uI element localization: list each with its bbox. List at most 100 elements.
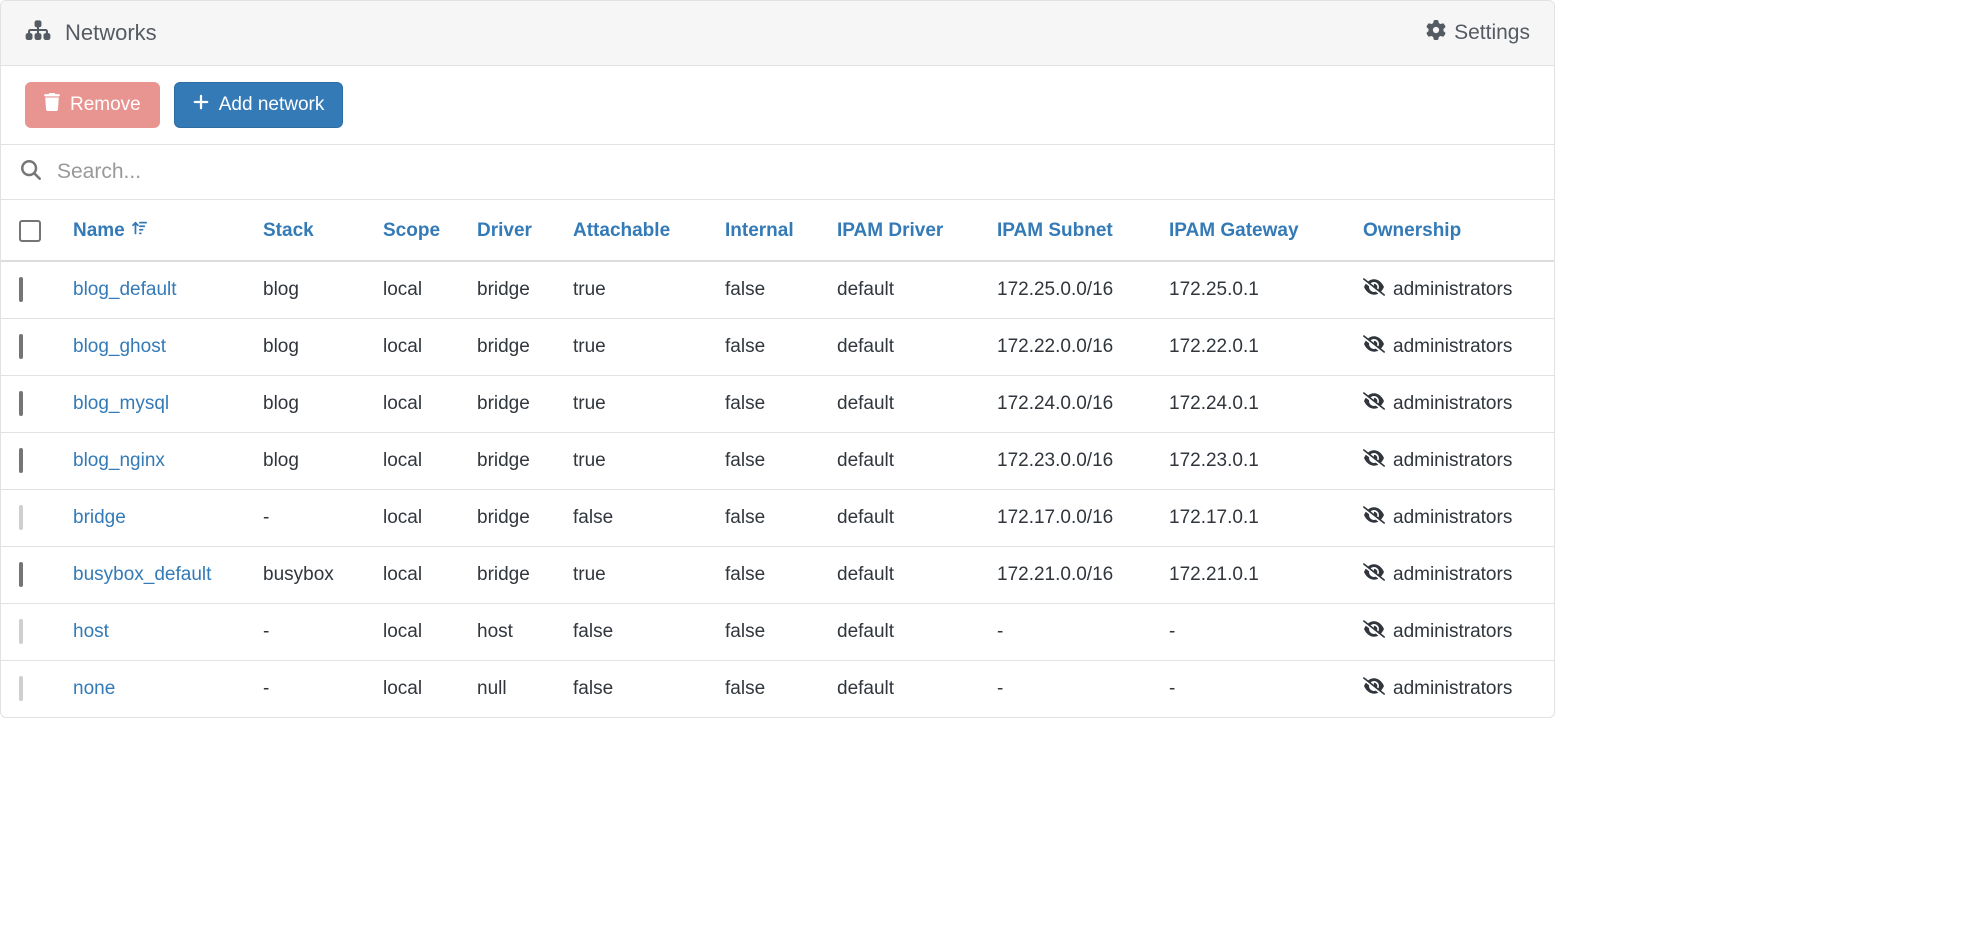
cell-internal: false bbox=[725, 336, 837, 358]
table-row: blog_defaultbloglocalbridgetruefalsedefa… bbox=[1, 262, 1554, 319]
row-checkbox-cell bbox=[19, 279, 63, 301]
networks-panel: Networks Settings Remove Add network bbox=[0, 0, 1555, 718]
cell-ipam-subnet: - bbox=[997, 621, 1169, 643]
cell-ipam-subnet: 172.17.0.0/16 bbox=[997, 507, 1169, 529]
networks-table: Name Stack Scope Driver Attachable Inter… bbox=[1, 200, 1554, 717]
col-attachable[interactable]: Attachable bbox=[573, 220, 725, 242]
ownership-label: administrators bbox=[1393, 279, 1512, 301]
row-checkbox-cell bbox=[19, 564, 63, 586]
cell-attachable: true bbox=[573, 450, 725, 472]
remove-button[interactable]: Remove bbox=[25, 82, 160, 128]
network-name-link[interactable]: blog_nginx bbox=[63, 450, 263, 472]
cell-internal: false bbox=[725, 678, 837, 700]
col-driver[interactable]: Driver bbox=[477, 220, 573, 242]
table-row: blog_mysqlbloglocalbridgetruefalsedefaul… bbox=[1, 376, 1554, 433]
cell-ownership: administrators bbox=[1363, 335, 1536, 359]
network-name-link[interactable]: blog_default bbox=[63, 279, 263, 301]
select-all-col bbox=[19, 220, 63, 242]
cell-scope: local bbox=[383, 279, 477, 301]
ownership-label: administrators bbox=[1393, 564, 1512, 586]
eye-slash-icon bbox=[1363, 335, 1385, 359]
col-ipam-subnet[interactable]: IPAM Subnet bbox=[997, 220, 1169, 242]
cell-driver: bridge bbox=[477, 336, 573, 358]
row-checkbox[interactable] bbox=[19, 277, 23, 302]
row-checkbox bbox=[19, 676, 23, 701]
cell-ipam-driver: default bbox=[837, 678, 997, 700]
col-internal-label: Internal bbox=[725, 220, 794, 242]
col-name-label: Name bbox=[73, 220, 125, 242]
col-scope[interactable]: Scope bbox=[383, 220, 477, 242]
cell-internal: false bbox=[725, 450, 837, 472]
cell-ipam-driver: default bbox=[837, 621, 997, 643]
settings-button[interactable]: Settings bbox=[1426, 20, 1530, 46]
cell-internal: false bbox=[725, 393, 837, 415]
table-row: busybox_defaultbusyboxlocalbridgetruefal… bbox=[1, 547, 1554, 604]
cell-ownership: administrators bbox=[1363, 392, 1536, 416]
col-name[interactable]: Name bbox=[63, 220, 263, 242]
cell-driver: bridge bbox=[477, 507, 573, 529]
cell-attachable: true bbox=[573, 336, 725, 358]
cell-ipam-gateway: 172.22.0.1 bbox=[1169, 336, 1363, 358]
cell-scope: local bbox=[383, 507, 477, 529]
network-name-link[interactable]: none bbox=[63, 678, 263, 700]
plus-icon bbox=[193, 93, 209, 117]
row-checkbox[interactable] bbox=[19, 562, 23, 587]
cell-ipam-subnet: - bbox=[997, 678, 1169, 700]
col-driver-label: Driver bbox=[477, 220, 532, 242]
col-ipam-driver[interactable]: IPAM Driver bbox=[837, 220, 997, 242]
network-name-link[interactable]: blog_ghost bbox=[63, 336, 263, 358]
cell-attachable: false bbox=[573, 678, 725, 700]
network-name-link[interactable]: busybox_default bbox=[63, 564, 263, 586]
eye-slash-icon bbox=[1363, 677, 1385, 701]
search-input[interactable] bbox=[55, 159, 1534, 185]
row-checkbox bbox=[19, 619, 23, 644]
eye-slash-icon bbox=[1363, 620, 1385, 644]
cell-attachable: true bbox=[573, 279, 725, 301]
row-checkbox[interactable] bbox=[19, 334, 23, 359]
table-body: blog_defaultbloglocalbridgetruefalsedefa… bbox=[1, 262, 1554, 717]
select-all-checkbox[interactable] bbox=[19, 220, 41, 242]
eye-slash-icon bbox=[1363, 506, 1385, 530]
table-row: host-localhostfalsefalsedefault--adminis… bbox=[1, 604, 1554, 661]
cell-scope: local bbox=[383, 678, 477, 700]
cell-ipam-gateway: 172.17.0.1 bbox=[1169, 507, 1363, 529]
table-header: Name Stack Scope Driver Attachable Inter… bbox=[1, 200, 1554, 262]
row-checkbox[interactable] bbox=[19, 391, 23, 416]
add-network-button[interactable]: Add network bbox=[174, 82, 344, 128]
cell-internal: false bbox=[725, 279, 837, 301]
row-checkbox[interactable] bbox=[19, 448, 23, 473]
network-name-link[interactable]: bridge bbox=[63, 507, 263, 529]
table-row: bridge-localbridgefalsefalsedefault172.1… bbox=[1, 490, 1554, 547]
cell-ownership: administrators bbox=[1363, 449, 1536, 473]
row-checkbox-cell bbox=[19, 336, 63, 358]
col-internal[interactable]: Internal bbox=[725, 220, 837, 242]
cell-stack: busybox bbox=[263, 564, 383, 586]
gear-icon bbox=[1426, 20, 1446, 46]
cell-driver: null bbox=[477, 678, 573, 700]
eye-slash-icon bbox=[1363, 563, 1385, 587]
cell-scope: local bbox=[383, 393, 477, 415]
cell-ipam-driver: default bbox=[837, 393, 997, 415]
cell-stack: blog bbox=[263, 450, 383, 472]
cell-driver: bridge bbox=[477, 564, 573, 586]
network-name-link[interactable]: host bbox=[63, 621, 263, 643]
cell-scope: local bbox=[383, 621, 477, 643]
cell-ipam-driver: default bbox=[837, 336, 997, 358]
cell-scope: local bbox=[383, 336, 477, 358]
cell-ipam-gateway: 172.24.0.1 bbox=[1169, 393, 1363, 415]
table-row: blog_nginxbloglocalbridgetruefalsedefaul… bbox=[1, 433, 1554, 490]
col-stack[interactable]: Stack bbox=[263, 220, 383, 242]
network-name-link[interactable]: blog_mysql bbox=[63, 393, 263, 415]
col-ipam-gateway[interactable]: IPAM Gateway bbox=[1169, 220, 1363, 242]
cell-ownership: administrators bbox=[1363, 278, 1536, 302]
cell-scope: local bbox=[383, 564, 477, 586]
cell-driver: bridge bbox=[477, 393, 573, 415]
cell-ownership: administrators bbox=[1363, 677, 1536, 701]
cell-ipam-driver: default bbox=[837, 279, 997, 301]
ownership-label: administrators bbox=[1393, 393, 1512, 415]
sitemap-icon bbox=[25, 19, 51, 47]
ownership-label: administrators bbox=[1393, 621, 1512, 643]
cell-ipam-driver: default bbox=[837, 564, 997, 586]
row-checkbox-cell bbox=[19, 621, 63, 643]
col-ownership[interactable]: Ownership bbox=[1363, 220, 1536, 242]
